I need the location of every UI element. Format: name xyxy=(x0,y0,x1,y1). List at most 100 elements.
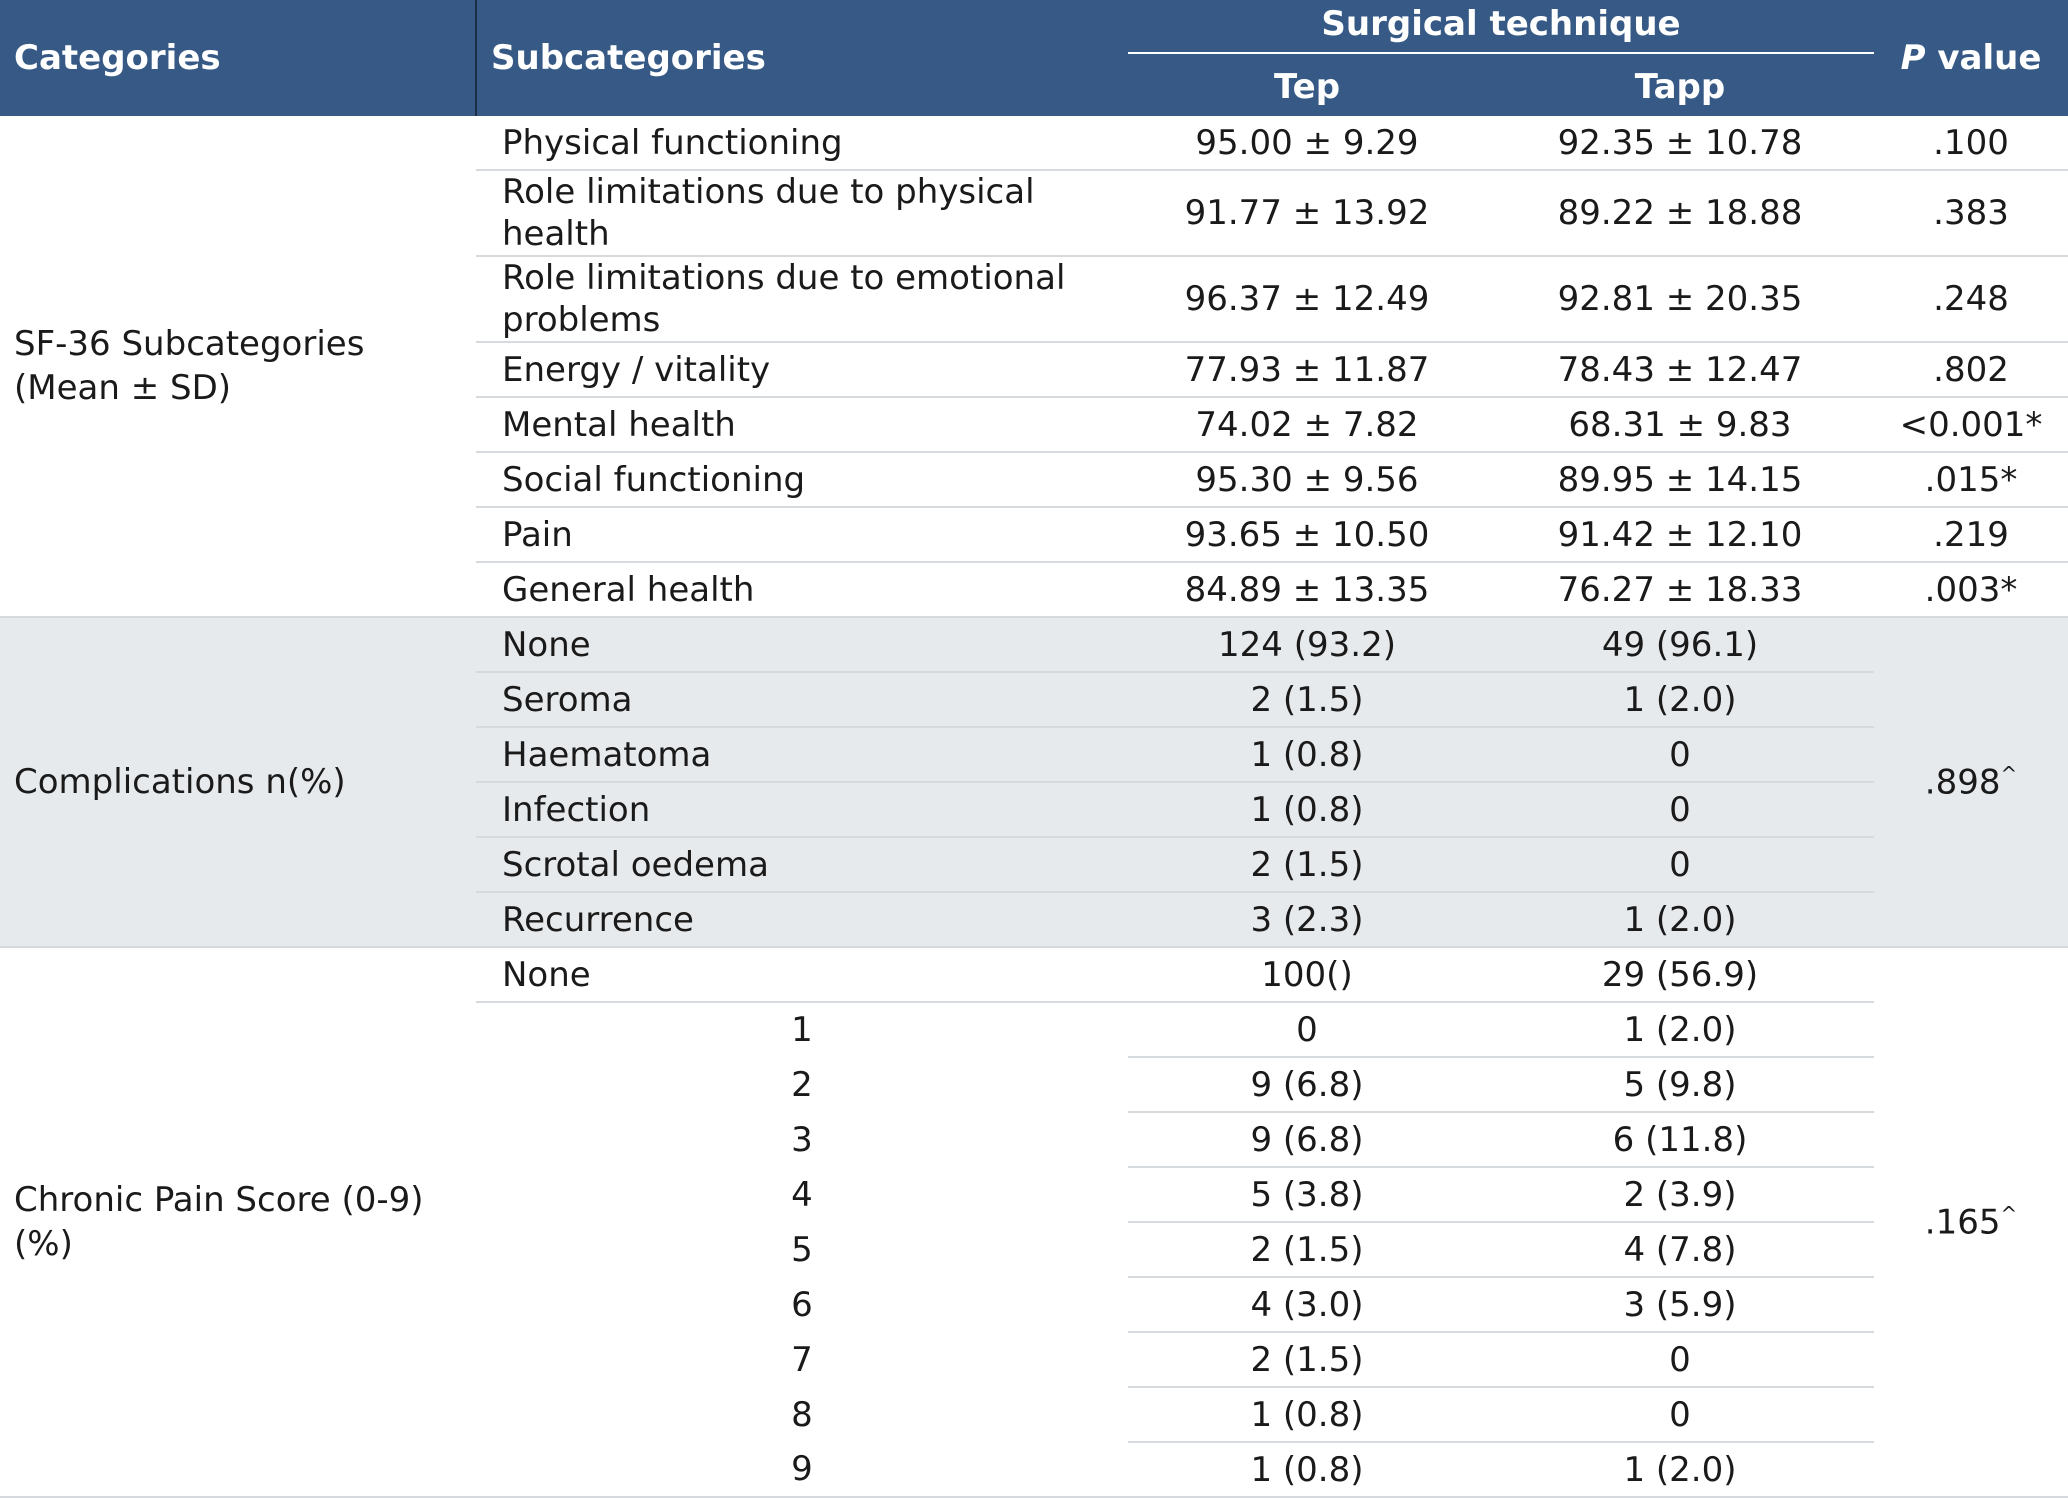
subcategory-label: 4 xyxy=(791,1174,813,1215)
tapp-value: 1 (2.0) xyxy=(1486,1442,1874,1498)
subcategory-label: 3 xyxy=(791,1119,813,1160)
table-row: 5 2 (1.5) 4 (7.8) xyxy=(0,1222,2068,1278)
table-row: Chronic Pain Score (0-9) (%) None 100() 29 … xyxy=(0,947,2068,1498)
tep-value: 1 (0.8) xyxy=(1128,782,1486,838)
category-sf36: SF-36 Subcategories (Mean ± SD) xyxy=(0,116,476,618)
subcategory-label: Seroma xyxy=(476,672,1128,728)
subcategory-label: None xyxy=(476,617,1128,673)
subcategory-label: Energy / vitality xyxy=(476,342,1128,398)
tapp-value: 0 xyxy=(1486,727,1874,783)
subcategory-label: None xyxy=(476,947,1128,1003)
subcategory-label: 2 xyxy=(791,1064,813,1105)
tapp-value: 92.81 ± 20.35 xyxy=(1486,256,1874,343)
table-row: Haematoma 1 (0.8) 0 xyxy=(0,727,2068,783)
tep-value: 93.65 ± 10.50 xyxy=(1128,507,1486,563)
subcategory-label: Role limitations due to physical health xyxy=(476,170,1128,257)
tep-value: 3 (2.3) xyxy=(1128,892,1486,948)
tep-value: 91.77 ± 13.92 xyxy=(1128,170,1486,257)
p-value: .003* xyxy=(1874,562,2068,618)
header-tep: Tep xyxy=(1128,58,1486,116)
subcategory-label: General health xyxy=(476,562,1128,618)
p-value: <0.001* xyxy=(1874,397,2068,453)
table-row: General health 84.89 ± 13.35 76.27 ± 18.33… xyxy=(0,562,2068,618)
p-value-complications: .898^ xyxy=(1874,617,2068,948)
table-header: Categories Subcategories Surgical techni… xyxy=(0,0,2068,116)
tep-value: 96.37 ± 12.49 xyxy=(1128,256,1486,343)
tapp-value: 76.27 ± 18.33 xyxy=(1486,562,1874,618)
tapp-value: 5 (9.8) xyxy=(1486,1057,1874,1113)
subcategory-label: Recurrence xyxy=(476,892,1128,948)
p-value: .802 xyxy=(1874,342,2068,398)
tapp-value: 0 xyxy=(1486,782,1874,838)
tep-value: 4 (3.0) xyxy=(1128,1277,1486,1333)
header-group-label: Surgical technique xyxy=(1128,4,1874,54)
tapp-value: 1 (2.0) xyxy=(1486,1002,1874,1058)
p-value-chronic-pain-number: .165 xyxy=(1924,1202,2001,1243)
subcategory-label: Social functioning xyxy=(476,452,1128,508)
header-tapp: Tapp xyxy=(1486,58,1874,116)
header-p-letter: P xyxy=(1900,38,1926,78)
table-row: 6 4 (3.0) 3 (5.9) xyxy=(0,1277,2068,1333)
tep-value: 2 (1.5) xyxy=(1128,672,1486,728)
table-row: Seroma 2 (1.5) 1 (2.0) xyxy=(0,672,2068,728)
subcategory-label: 9 xyxy=(476,1442,1128,1498)
tep-value: 124 (93.2) xyxy=(1128,617,1486,673)
tapp-value: 0 xyxy=(1486,837,1874,893)
subcategory-label: Physical functioning xyxy=(476,116,1128,171)
tep-value: 77.93 ± 11.87 xyxy=(1128,342,1486,398)
table-row: Mental health 74.02 ± 7.82 68.31 ± 9.83 <0.… xyxy=(0,397,2068,453)
table-row: Pain 93.65 ± 10.50 91.42 ± 12.10.219 xyxy=(0,507,2068,563)
tapp-value: 3 (5.9) xyxy=(1486,1277,1874,1333)
category-chronic-pain: Chronic Pain Score (0-9) (%) xyxy=(0,947,476,1498)
p-value-complications-mark: ^ xyxy=(2000,761,2018,786)
tapp-value: 78.43 ± 12.47 xyxy=(1486,342,1874,398)
tep-value: 2 (1.5) xyxy=(1128,1332,1486,1388)
table-row: Infection 1 (0.8) 0 xyxy=(0,782,2068,838)
table-row: Complications n(%) None 124 (93.2) 49 (96.1… xyxy=(0,617,2068,948)
table-body: SF-36 Subcategories (Mean ± SD) Physical f… xyxy=(0,116,2068,1498)
tapp-value: 2 (3.9) xyxy=(1486,1167,1874,1223)
tapp-value: 0 xyxy=(1486,1332,1874,1388)
table-row: Social functioning 95.30 ± 9.56 89.95 ± 14… xyxy=(0,452,2068,508)
tapp-value: 29 (56.9) xyxy=(1486,947,1874,1003)
subcategory-label: 5 xyxy=(791,1229,813,1270)
tapp-value: 89.95 ± 14.15 xyxy=(1486,452,1874,508)
tapp-value: 6 (11.8) xyxy=(1486,1112,1874,1168)
subcategory-label: 7 xyxy=(791,1339,813,1380)
subcategory-label: Mental health xyxy=(476,397,1128,453)
tep-value: 95.00 ± 9.29 xyxy=(1128,116,1486,171)
category-sf36-line1: SF-36 Subcategories xyxy=(14,324,365,364)
p-value: .383 xyxy=(1874,170,2068,257)
tapp-value: 91.42 ± 12.10 xyxy=(1486,507,1874,563)
tep-value: 1 (0.8) xyxy=(1128,1442,1486,1498)
p-value-complications-number: .898 xyxy=(1924,762,2001,803)
tep-value: 100() xyxy=(1128,947,1486,1003)
subcategory-label: Role limitations due to emotional proble… xyxy=(476,256,1128,343)
header-surgical-technique: Surgical technique xyxy=(1128,0,1874,58)
subcategory-label: 8 xyxy=(791,1394,813,1435)
table-row: 3 9 (6.8) 6 (11.8) xyxy=(0,1112,2068,1168)
p-value: .015* xyxy=(1874,452,2068,508)
tep-value: 84.89 ± 13.35 xyxy=(1128,562,1486,618)
tep-value: 5 (3.8) xyxy=(1128,1167,1486,1223)
p-value: .248 xyxy=(1874,256,2068,343)
tep-value: 95.30 ± 9.56 xyxy=(1128,452,1486,508)
subcategory-label: 1 xyxy=(791,1010,813,1050)
tep-value: 0 xyxy=(1128,1002,1486,1058)
tapp-value: 89.22 ± 18.88 xyxy=(1486,170,1874,257)
tapp-value: 92.35 ± 10.78 xyxy=(1486,116,1874,171)
subcategory-label: Pain xyxy=(476,507,1128,563)
table-row: Scrotal oedema 2 (1.5) 0 xyxy=(0,837,2068,893)
subcategory-label: 6 xyxy=(791,1284,813,1325)
tep-value: 9 (6.8) xyxy=(1128,1057,1486,1113)
tep-value: 2 (1.5) xyxy=(1128,1222,1486,1278)
table-row: SF-36 Subcategories (Mean ± SD) Physical f… xyxy=(0,116,2068,618)
table-row: 7 2 (1.5) 0 xyxy=(0,1332,2068,1388)
subcategory-label: Infection xyxy=(476,782,1128,838)
tapp-value: 68.31 ± 9.83 xyxy=(1486,397,1874,453)
header-subcategories: Subcategories xyxy=(476,0,1128,116)
subcategory-label: Scrotal oedema xyxy=(476,837,1128,893)
p-value-chronic-pain: .165^ xyxy=(1874,947,2068,1498)
